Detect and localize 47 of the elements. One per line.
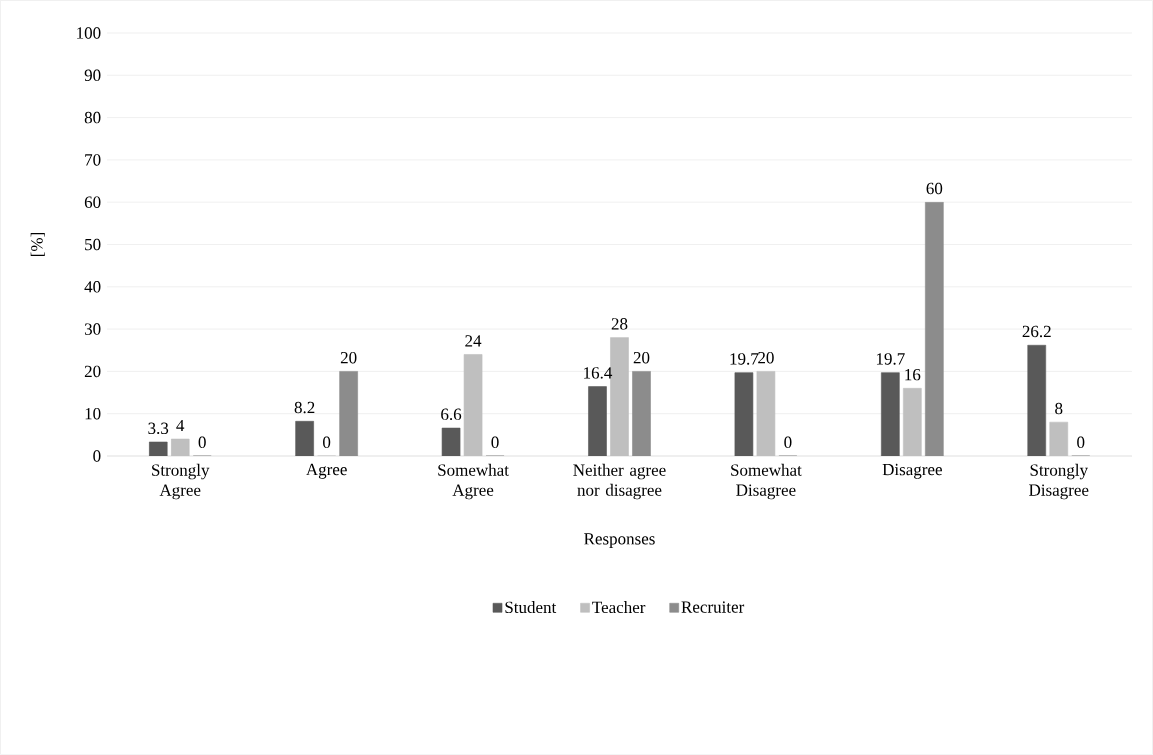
legend-label: Recruiter xyxy=(681,601,745,613)
data-label: 4 xyxy=(176,419,185,432)
x-axis-title: Responses xyxy=(584,533,655,548)
data-label: 19.7 xyxy=(730,353,759,365)
data-label: 0 xyxy=(491,436,499,449)
data-label: 0 xyxy=(784,436,792,449)
data-label: 19.7 xyxy=(876,353,905,365)
data-label: 20 xyxy=(758,351,774,364)
y-tick-label: 80 xyxy=(84,111,101,124)
y-tick-label: 20 xyxy=(84,365,101,378)
data-label: 60 xyxy=(926,182,943,195)
bar xyxy=(339,371,358,456)
y-tick-label: 90 xyxy=(84,69,101,82)
x-tick-label: Strongly Disagree xyxy=(1029,463,1089,500)
x-tick-label: Neither agree nor disagree xyxy=(573,463,666,500)
legend-label: Student xyxy=(505,601,557,614)
data-label: 8 xyxy=(1055,402,1063,415)
data-label: 28 xyxy=(611,318,628,330)
data-label: 0 xyxy=(198,436,206,449)
x-tick-label: Somewhat Disagree xyxy=(731,463,802,500)
legend-label: Teacher xyxy=(592,601,646,614)
y-axis-title: [%] xyxy=(30,233,45,256)
y-tick-label: 50 xyxy=(85,238,101,251)
data-label: 26.2 xyxy=(1022,325,1051,338)
y-tick-label: 0 xyxy=(93,450,101,462)
y-tick-label: 100 xyxy=(77,27,101,39)
data-label: 16.4 xyxy=(584,367,613,379)
y-tick-label: 10 xyxy=(85,407,101,420)
x-tick-label: Agree xyxy=(306,463,347,479)
data-label: 24 xyxy=(465,335,482,347)
data-label: 8.2 xyxy=(294,401,315,414)
y-tick-label: 30 xyxy=(84,323,101,335)
data-label: 20 xyxy=(633,351,650,364)
x-tick-label: Strongly Agree xyxy=(152,463,210,500)
x-tick-label: Disagree xyxy=(882,463,942,479)
y-tick-label: 60 xyxy=(84,196,101,208)
data-label: 0 xyxy=(1077,436,1085,449)
x-tick-label: Somewhat Agree xyxy=(438,463,509,500)
bar xyxy=(925,201,944,456)
bar xyxy=(632,371,651,456)
data-label: 6.6 xyxy=(441,408,462,421)
data-label: 20 xyxy=(340,351,357,364)
data-label: 3.3 xyxy=(148,422,169,435)
data-label: 16 xyxy=(905,368,921,381)
y-tick-label: 70 xyxy=(85,154,101,166)
data-label: 0 xyxy=(323,436,331,449)
y-tick-label: 40 xyxy=(84,281,101,293)
